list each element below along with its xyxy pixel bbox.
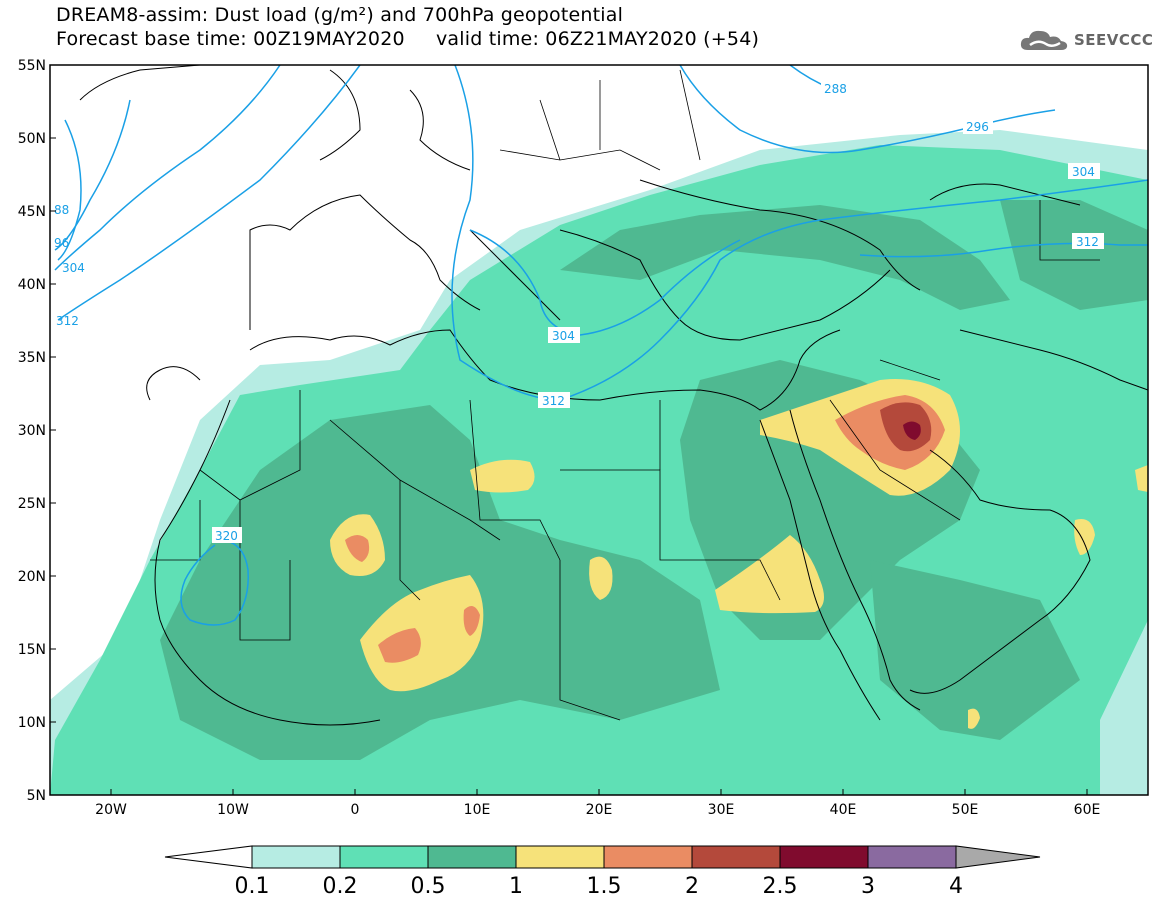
contour-label-296: 296 xyxy=(966,120,989,134)
contour-label-304-med: 304 xyxy=(552,329,575,343)
colorbar-swatch xyxy=(339,845,429,869)
chart-title-line-1: DREAM8-assim: Dust load (g/m²) and 700hP… xyxy=(56,4,624,26)
lat-tick-label: 55N xyxy=(18,58,46,74)
longitude-axis: 20W 10W 0 10E 20E 30E 40E 50E 60E xyxy=(95,789,1100,818)
geopotential-contours xyxy=(54,65,1148,626)
lat-tick-label: 45N xyxy=(18,204,46,220)
chart-title-line-2: Forecast base time: 00Z19MAY2020 valid t… xyxy=(56,28,760,50)
colorbar-label: 3 xyxy=(861,874,875,899)
contour-label-312: 312 xyxy=(1076,235,1099,249)
lon-tick-label: 0 xyxy=(351,802,360,818)
colorbar-swatch xyxy=(515,845,605,869)
colorbar-swatch xyxy=(603,845,693,869)
lon-tick-label: 60E xyxy=(1074,802,1101,818)
country-borders xyxy=(150,69,1100,721)
lat-tick-label: 35N xyxy=(18,350,46,366)
lon-tick-label: 10W xyxy=(217,802,249,818)
lon-tick-label: 40E xyxy=(830,802,857,818)
latitude-axis: 55N 50N 45N 40N 35N 30N 25N 20N 15N 10N 5N xyxy=(18,58,56,804)
contour-label-288: 288 xyxy=(824,82,847,96)
contour-label-312-west: 312 xyxy=(56,314,79,328)
colorbar-min-arrow xyxy=(164,845,253,869)
colorbar-label: 0.2 xyxy=(323,874,358,899)
colorbar-label: 1.5 xyxy=(587,874,622,899)
lat-tick-label: 50N xyxy=(18,131,46,147)
lat-tick-label: 25N xyxy=(18,496,46,512)
lat-tick-label: 20N xyxy=(18,569,46,585)
contour-label-312-med: 312 xyxy=(542,394,565,408)
colorbar-label: 4 xyxy=(949,874,963,899)
contour-label-304: 304 xyxy=(1072,165,1095,179)
lon-tick-label: 30E xyxy=(708,802,735,818)
logo-text: SEEVCCC xyxy=(1074,31,1154,49)
colorbar-swatch xyxy=(427,845,517,869)
contour-labels: 288 296 304 312 320 304 312 304 312 96 8… xyxy=(54,80,1104,543)
contour-label-320: 320 xyxy=(215,529,238,543)
lon-tick-label: 50E xyxy=(952,802,979,818)
lat-tick-label: 10N xyxy=(18,715,46,731)
colorbar-label: 1 xyxy=(509,874,523,899)
colorbar-max-arrow xyxy=(955,845,1041,869)
colorbar-label: 0.1 xyxy=(235,874,270,899)
colorbar-swatch xyxy=(251,845,341,869)
seevccc-logo: SEEVCCC xyxy=(1018,26,1153,54)
colorbar-swatch xyxy=(867,845,957,869)
contour-label-88-west: 88 xyxy=(54,203,69,217)
contour-label-96-west: 96 xyxy=(54,236,69,250)
contour-label-304-west: 304 xyxy=(62,261,85,275)
lat-tick-label: 30N xyxy=(18,423,46,439)
coastlines xyxy=(79,65,1148,726)
lat-tick-label: 15N xyxy=(18,642,46,658)
colorbar: 0.1 0.2 0.5 1 1.5 2 2.5 3 4 xyxy=(164,845,1041,899)
cloud-icon xyxy=(1020,30,1068,50)
lat-tick-label: 40N xyxy=(18,277,46,293)
colorbar-swatch xyxy=(779,845,869,869)
colorbar-label: 2 xyxy=(685,874,699,899)
lon-tick-label: 20W xyxy=(95,802,127,818)
colorbar-label: 0.5 xyxy=(411,874,446,899)
lon-tick-label: 20E xyxy=(586,802,613,818)
lat-tick-label: 5N xyxy=(27,788,46,804)
lon-tick-label: 10E xyxy=(464,802,491,818)
colorbar-label: 2.5 xyxy=(763,874,798,899)
dust-level-2.5 xyxy=(903,421,921,440)
colorbar-swatch xyxy=(691,845,781,869)
